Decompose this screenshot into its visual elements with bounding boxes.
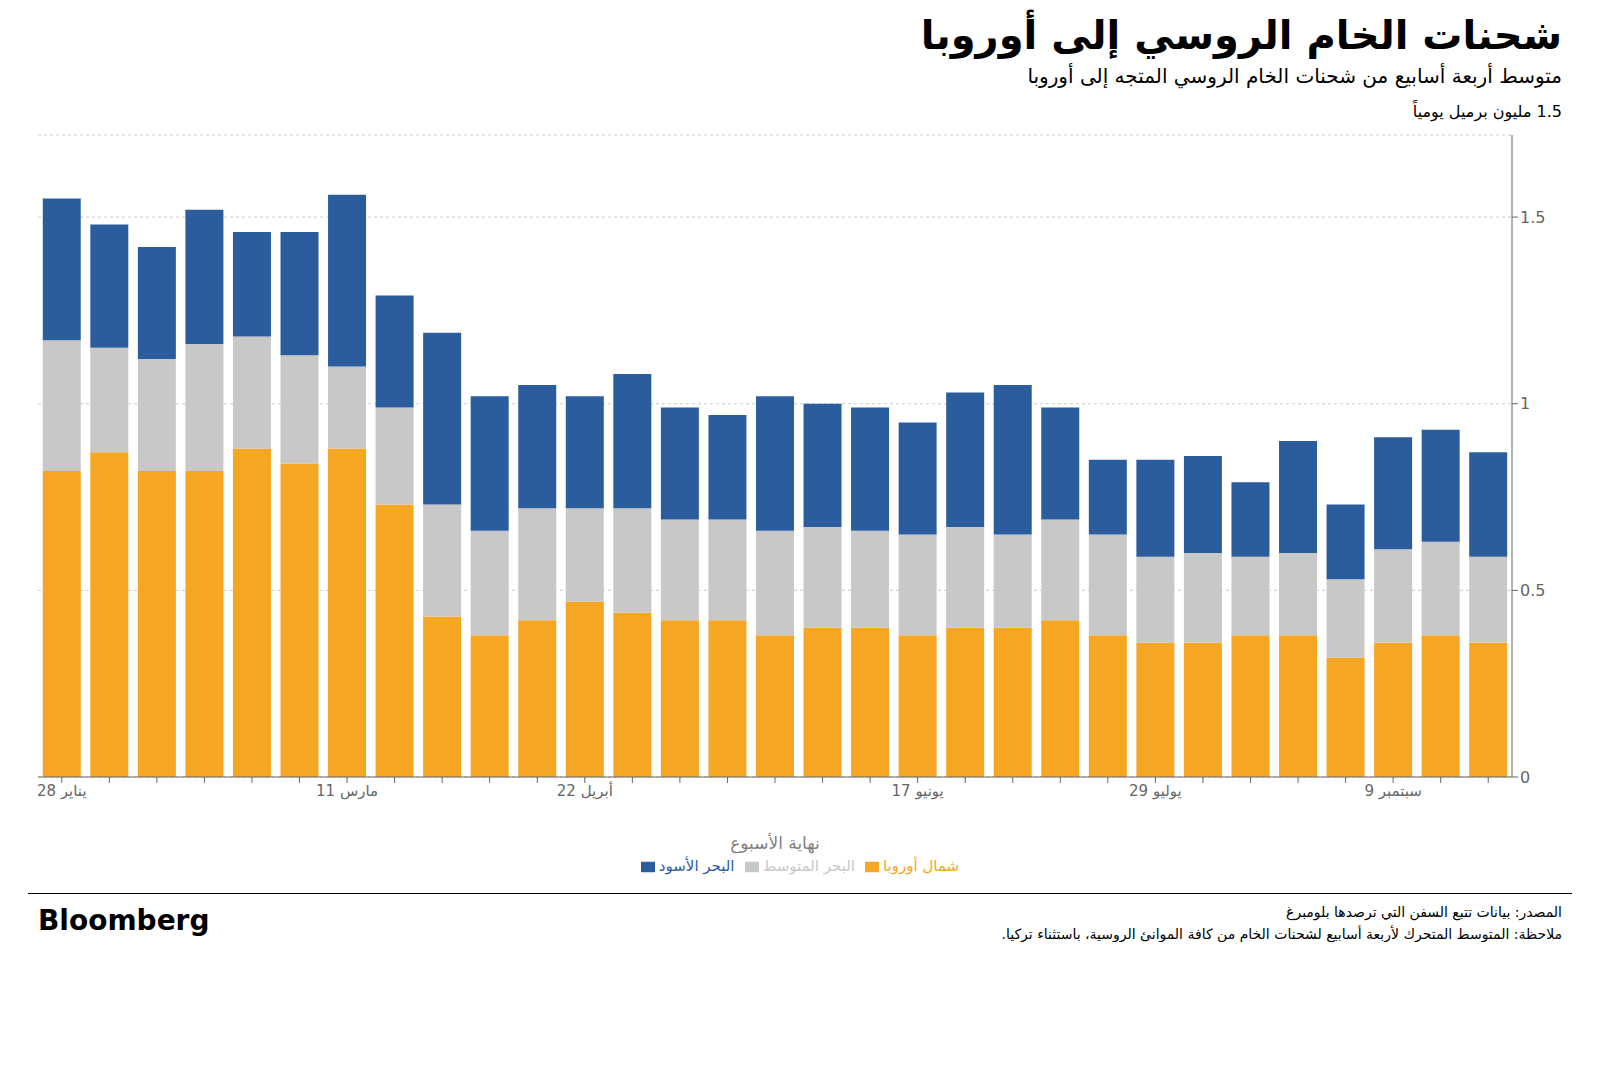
- svg-text:1: 1: [1520, 394, 1530, 413]
- html-text:البحر الأسود: البحر الأسود: [658, 857, 735, 875]
- html-text:البحر المتوسط: البحر المتوسط: [762, 857, 855, 875]
- svg-text:1.5: 1.5: [1520, 208, 1545, 227]
- svg-text:17 يونيو: 17 يونيو: [892, 782, 944, 800]
- html-text:Bloomberg: Bloomberg: [38, 904, 210, 937]
- html-text:متوسط أربعة أسابيع من شحنات ال: متوسط أربعة أسابيع من شحنات الخام الروسي…: [1027, 64, 1562, 88]
- svg-text:0: 0: [1520, 768, 1530, 787]
- html-text:شمال أوروبا: شمال أوروبا: [883, 857, 960, 875]
- svg-text:22 أبريل: 22 أبريل: [557, 781, 613, 800]
- svg-text:9 سبتمبر: 9 سبتمبر: [1364, 782, 1421, 800]
- svg-text:نهاية الأسبوع: نهاية الأسبوع: [730, 833, 820, 854]
- html-text:شحنات الخام الروسي إلى أوروبا: شحنات الخام الروسي إلى أوروبا: [920, 12, 1562, 58]
- svg-text:29 يوليو: 29 يوليو: [1129, 782, 1182, 800]
- svg-text:0.5: 0.5: [1520, 581, 1545, 600]
- html-text:ملاحظة: المتوسط المتحرك لأربعة: ملاحظة: المتوسط المتحرك لأربعة أسابيع لش…: [1001, 926, 1562, 942]
- svg-text:28 يناير: 28 يناير: [37, 782, 87, 800]
- html-text:1.5 مليون برميل يومياً: 1.5 مليون برميل يومياً: [1412, 102, 1562, 121]
- html-text:المصدر: بيانات تتبع السفن التي: المصدر: بيانات تتبع السفن التي ترصدها بل…: [1286, 904, 1562, 920]
- svg-text:11 مارس: 11 مارس: [316, 782, 378, 800]
